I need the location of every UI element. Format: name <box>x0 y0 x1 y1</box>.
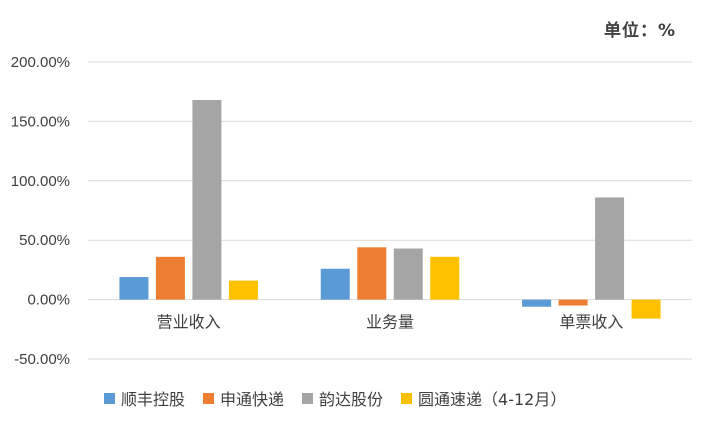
bar <box>558 299 588 306</box>
bar <box>155 256 185 300</box>
y-tick-label: 0.00% <box>27 292 70 309</box>
y-tick-label: 200.00% <box>11 54 70 71</box>
y-tick-label: 150.00% <box>11 113 70 130</box>
bar <box>430 256 460 300</box>
legend-swatch <box>104 392 115 404</box>
legend-swatch <box>302 392 314 404</box>
legend-label: 韵达股份 <box>319 390 384 409</box>
legend-label: 申通快递 <box>220 390 285 409</box>
x-category-label: 单票收入 <box>559 313 623 332</box>
legend-item-yuantong: 圆通速递（4-12月） <box>401 386 566 410</box>
bar <box>228 280 258 300</box>
bar <box>192 100 222 300</box>
legend-label: 顺丰控股 <box>121 390 186 409</box>
bar <box>522 299 552 307</box>
bar <box>631 299 661 319</box>
bar <box>320 268 350 300</box>
legend-item-shunfeng: 顺丰控股 <box>104 386 185 410</box>
bar <box>119 277 149 300</box>
legend-item-shentong: 申通快递 <box>203 386 284 410</box>
y-tick-label: 100.00% <box>11 173 70 190</box>
bar <box>393 248 423 300</box>
legend-swatch <box>203 392 215 404</box>
bar <box>357 247 387 300</box>
x-category-label: 营业收入 <box>157 313 221 332</box>
legend-swatch <box>401 392 413 404</box>
y-tick-label: 50.00% <box>19 232 70 249</box>
bar <box>595 197 625 300</box>
legend-label: 圆通速递（4-12月） <box>418 390 567 409</box>
legend-item-yunda: 韵达股份 <box>302 386 383 410</box>
y-tick-label: -50.00% <box>14 351 70 368</box>
legend: 顺丰控股 申通快递 韵达股份 圆通速递（4-12月） <box>104 386 566 410</box>
unit-label: 单位：% <box>603 21 676 41</box>
x-category-label: 业务量 <box>366 313 414 332</box>
